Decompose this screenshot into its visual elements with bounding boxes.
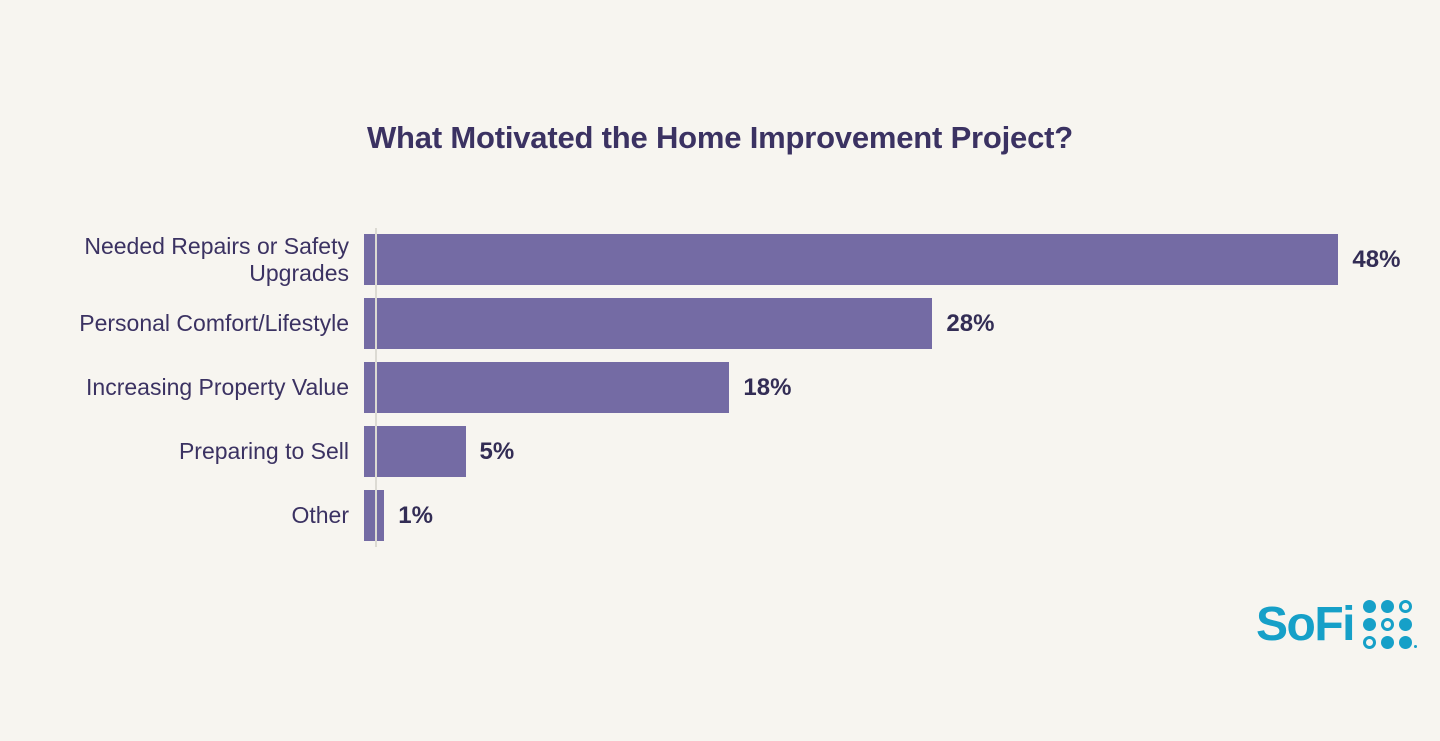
bar-area: 1% [362,490,1430,541]
sofi-wordmark: SoFi [1256,597,1356,651]
logo-dot-filled [1381,636,1394,649]
bar [364,490,385,541]
trademark-dot [1414,645,1417,648]
bar-row: Personal Comfort/Lifestyle 28% [36,298,1430,349]
category-label: Other [291,502,349,529]
bar-row: Needed Repairs or Safety Upgrades 48% [36,233,1430,286]
bar [364,426,466,477]
category-label: Increasing Property Value [86,374,349,401]
logo-dot-filled [1399,618,1412,631]
bar-area: 5% [362,426,1430,477]
sofi-logo: SoFi [1256,597,1417,651]
value-label: 5% [479,437,515,465]
bar [364,362,730,413]
value-label: 48% [1352,245,1401,273]
bar-row: Other 1% [36,490,1430,541]
category-label: Preparing to Sell [178,438,349,465]
chart-title: What Motivated the Home Improvement Proj… [366,120,1074,155]
value-label: 28% [946,309,995,337]
logo-dot-ring [1399,600,1412,613]
bar [364,234,1339,285]
logo-dot-filled [1381,600,1394,613]
logo-dot-filled [1363,618,1376,631]
bar-area: 18% [362,362,1430,413]
logo-dot-filled [1399,636,1412,649]
value-label: 1% [398,501,433,529]
value-label: 18% [743,373,792,401]
sofi-dot-grid-icon [1363,600,1417,649]
logo-dot-ring [1363,636,1376,649]
logo-dot-ring [1381,618,1394,631]
bar-row: Preparing to Sell 5% [36,426,1430,477]
bar-area: 28% [362,298,1430,349]
y-axis-line [375,228,377,547]
bar-area: 48% [362,234,1430,285]
category-label: Needed Repairs or Safety Upgrades [84,233,349,286]
logo-dot-filled [1363,600,1376,613]
bar-row: Increasing Property Value 18% [36,362,1430,413]
bar [364,298,933,349]
category-label: Personal Comfort/Lifestyle [79,310,349,337]
bar-chart: Needed Repairs or Safety Upgrades 48% Pers… [36,228,1430,547]
